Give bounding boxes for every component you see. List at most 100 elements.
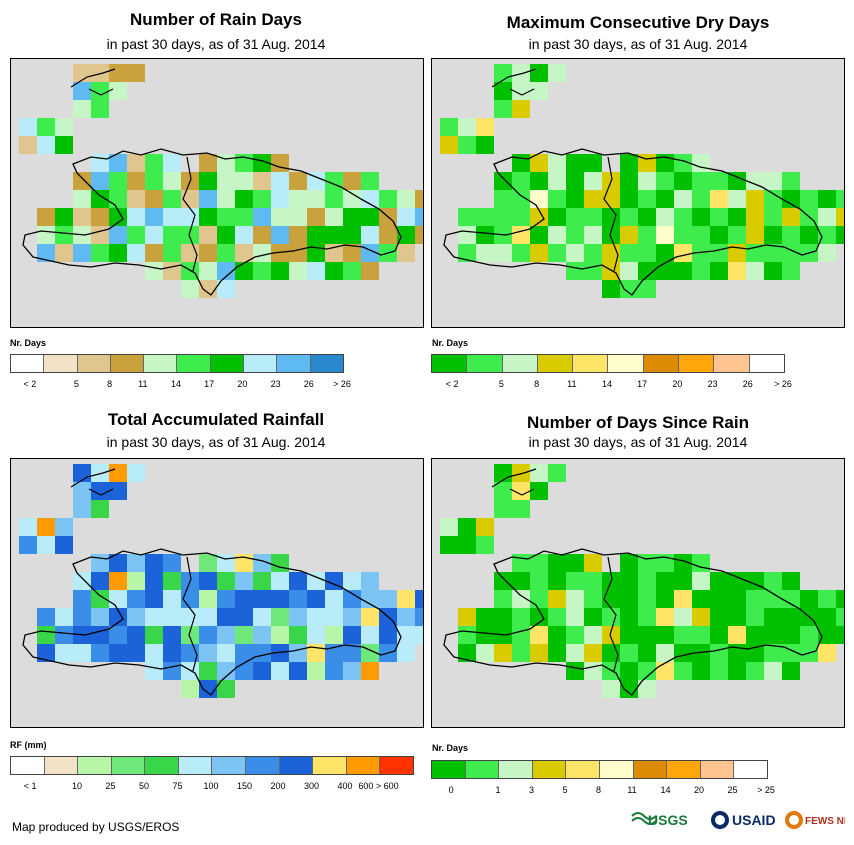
- grid-cell: [109, 64, 127, 82]
- legend-label: 5: [562, 785, 568, 795]
- legend-label: 3: [528, 785, 535, 795]
- grid-cell: [764, 590, 782, 608]
- grid-cell: [674, 262, 692, 280]
- grid-cell: [620, 662, 638, 680]
- grid-cell: [512, 482, 530, 500]
- grid-cell: [656, 244, 674, 262]
- grid-cell: [638, 626, 656, 644]
- grid-cell: [728, 172, 746, 190]
- grid-cell: [692, 572, 710, 590]
- legend-swatch: [246, 757, 280, 774]
- grid-cell: [494, 464, 512, 482]
- grid-cell: [800, 190, 818, 208]
- grid-cell: [127, 172, 145, 190]
- grid-cell: [55, 626, 73, 644]
- legend-label: 23: [270, 379, 281, 389]
- grid-cell: [361, 662, 379, 680]
- legend-swatch: [44, 355, 78, 372]
- grid-cell: [127, 208, 145, 226]
- grid-cell: [764, 262, 782, 280]
- grid-cell: [289, 644, 307, 662]
- grid-cell: [37, 644, 55, 662]
- grid-cell: [37, 118, 55, 136]
- grid-cell: [289, 608, 307, 626]
- grid-cell: [458, 626, 476, 644]
- grid-cell: [91, 100, 109, 118]
- grid-cell: [217, 590, 235, 608]
- grid-cell: [566, 172, 584, 190]
- grid-cell: [145, 662, 163, 680]
- grid-cell: [181, 608, 199, 626]
- grid-cell: [710, 190, 728, 208]
- grid-cell: [271, 244, 289, 262]
- grid-cell: [91, 172, 109, 190]
- map-grid: [19, 464, 423, 698]
- coastline: [443, 548, 823, 696]
- legend-swatch: [313, 757, 347, 774]
- grid-cell: [217, 262, 235, 280]
- grid-cell: [602, 680, 620, 698]
- panel-title: Maximum Consecutive Dry Days: [506, 13, 770, 32]
- grid-cell: [710, 644, 728, 662]
- grid-cell: [692, 154, 710, 172]
- grid-cell: [253, 208, 271, 226]
- grid-cell: [37, 518, 55, 536]
- grid-cell: [620, 154, 638, 172]
- grid-cell: [109, 482, 127, 500]
- grid-cell: [566, 590, 584, 608]
- grid-cell: [163, 608, 181, 626]
- grid-cell: [638, 190, 656, 208]
- legend-swatch: [465, 761, 500, 778]
- grid-cell: [289, 208, 307, 226]
- legend-swatch: [633, 761, 668, 778]
- grid-cell: [512, 100, 530, 118]
- grid-cell: [145, 226, 163, 244]
- grid-cell: [127, 154, 145, 172]
- grid-cell: [127, 226, 145, 244]
- grid-cell: [271, 662, 289, 680]
- grid-cell: [764, 208, 782, 226]
- grid-cell: [638, 680, 656, 698]
- grid-cell: [692, 190, 710, 208]
- grid-cell: [397, 190, 415, 208]
- grid-cell: [530, 554, 548, 572]
- grid-cell: [37, 536, 55, 554]
- grid-cell: [602, 662, 620, 680]
- grid-cell: [692, 590, 710, 608]
- legend-swatch: [212, 757, 247, 774]
- grid-cell: [836, 190, 844, 208]
- legend-swatch: [11, 355, 45, 372]
- legend-label: 26: [742, 379, 753, 389]
- grid-cell: [55, 244, 73, 262]
- legend-swatch: [537, 355, 574, 372]
- grid-cell: [199, 226, 217, 244]
- grid-cell: [91, 464, 109, 482]
- legend-label: < 1: [23, 781, 37, 791]
- grid-cell: [199, 572, 217, 590]
- grid-cell: [638, 244, 656, 262]
- grid-cell: [181, 680, 199, 698]
- grid-cell: [494, 172, 512, 190]
- grid-cell: [253, 572, 271, 590]
- grid-cell: [163, 190, 181, 208]
- grid-cell: [343, 244, 361, 262]
- grid-cell: [163, 154, 181, 172]
- grid-cell: [818, 226, 836, 244]
- country-border: [182, 556, 198, 672]
- grid-cell: [710, 572, 728, 590]
- grid-cell: [764, 608, 782, 626]
- grid-cell: [512, 572, 530, 590]
- grid-cell: [181, 208, 199, 226]
- grid-cell: [91, 626, 109, 644]
- country-border: [603, 556, 619, 672]
- grid-cell: [530, 590, 548, 608]
- legend-colorbar: [431, 760, 768, 779]
- legend-swatch: [144, 355, 178, 372]
- grid-cell: [800, 626, 818, 644]
- grid-cell: [584, 554, 602, 572]
- grid-cell: [253, 244, 271, 262]
- grid-cell: [145, 644, 163, 662]
- legend-label: 26: [303, 379, 314, 389]
- grid-cell: [163, 244, 181, 262]
- panel-rain-days: Number of Rain Days in past 30 days, as …: [6, 8, 426, 408]
